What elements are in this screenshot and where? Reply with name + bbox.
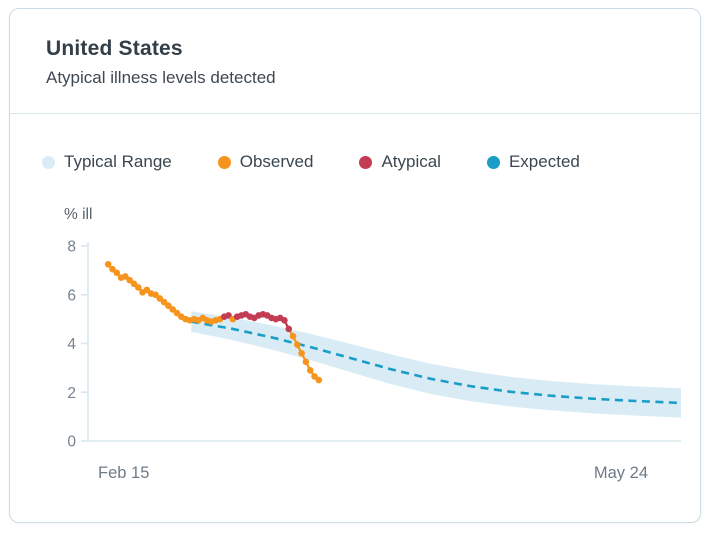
observed-point xyxy=(104,260,112,268)
y-tick-label: 0 xyxy=(67,434,76,451)
legend-label-expected: Expected xyxy=(508,152,580,171)
observed-point xyxy=(113,269,121,277)
legend-label-typical-range: Typical Range xyxy=(64,152,172,171)
typical-range-swatch-icon xyxy=(42,155,55,169)
observed-point xyxy=(156,295,164,302)
card-subtitle: Atypical illness levels detected xyxy=(46,68,276,87)
observed-point xyxy=(134,284,142,291)
observed-point xyxy=(311,373,318,380)
header-divider xyxy=(10,113,700,114)
y-axis-title: % ill xyxy=(64,206,93,223)
observed-point xyxy=(122,273,129,280)
x-axis-labels: Feb 15 May 24 xyxy=(10,460,700,483)
typical-range-band xyxy=(191,311,681,418)
chart-section: Typical Range Observed Atypical Expected… xyxy=(10,114,700,483)
y-tick-label: 8 xyxy=(67,239,76,256)
expected-swatch-icon xyxy=(486,155,500,169)
card-title: United States xyxy=(46,37,183,60)
observed-point xyxy=(165,302,172,310)
y-tick-label: 6 xyxy=(67,287,76,304)
observed-point xyxy=(173,309,181,317)
observed-point xyxy=(302,358,310,366)
illness-chart[interactable]: 8 6 4 2 0 xyxy=(20,228,692,460)
observed-point xyxy=(289,332,297,340)
observed-point xyxy=(225,312,232,319)
observed-point xyxy=(160,298,168,306)
observed-swatch-icon xyxy=(217,155,231,169)
chart-legend: Typical Range Observed Atypical Expected xyxy=(10,152,700,172)
x-tick-label-start: Feb 15 xyxy=(98,464,150,482)
observed-point xyxy=(294,341,301,349)
observed-point xyxy=(298,349,305,357)
observed-point xyxy=(306,367,314,374)
expected-line xyxy=(190,320,682,405)
legend-label-atypical: Atypical xyxy=(381,152,441,171)
legend-item-observed: Observed xyxy=(217,152,314,172)
atypical-swatch-icon xyxy=(359,155,373,169)
observed-point xyxy=(152,291,159,299)
observed-point xyxy=(315,376,323,384)
card-header: United States Atypical illness levels de… xyxy=(10,9,700,113)
observed-point xyxy=(109,265,116,273)
legend-item-typical-range: Typical Range xyxy=(42,152,172,172)
observed-point xyxy=(285,325,293,333)
legend-label-observed: Observed xyxy=(239,152,314,171)
legend-item-atypical: Atypical xyxy=(359,152,441,172)
observed-point xyxy=(169,306,176,313)
y-tick-label: 2 xyxy=(67,385,76,402)
legend-item-expected: Expected xyxy=(486,152,580,172)
observed-point xyxy=(126,276,133,284)
observed-point xyxy=(281,317,288,324)
x-tick-label-end: May 24 xyxy=(593,464,648,482)
observed-point xyxy=(130,280,138,288)
observed-point xyxy=(143,286,151,294)
illness-card: United States Atypical illness levels de… xyxy=(9,8,701,523)
y-tick-label: 4 xyxy=(67,336,76,353)
